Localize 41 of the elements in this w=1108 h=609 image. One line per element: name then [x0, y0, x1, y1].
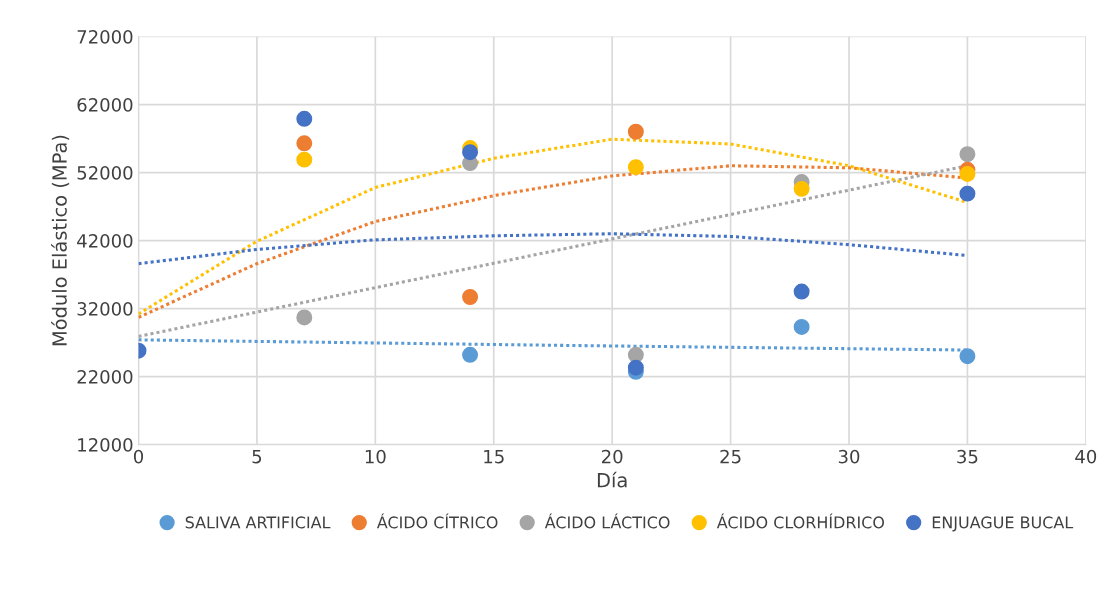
y-tick-label: 32000 [77, 302, 133, 316]
point [627, 346, 644, 363]
x-tick-label: 35 [957, 449, 978, 464]
point [296, 309, 313, 326]
point [959, 348, 976, 365]
point [296, 135, 313, 152]
point [462, 346, 479, 363]
y-tick-label: 42000 [77, 234, 133, 248]
x-axis-title: Día [597, 471, 627, 488]
point [793, 283, 810, 300]
point [296, 151, 313, 168]
x-tick-label: 0 [133, 449, 144, 464]
point [462, 289, 479, 305]
y-tick-label: 12000 [78, 438, 133, 452]
point [959, 165, 976, 182]
y-tick-label: 52000 [77, 166, 133, 180]
y-tick-label: 62000 [77, 98, 133, 112]
y-axis-title: Módulo Elástico (MPa) [51, 135, 70, 346]
point [627, 159, 644, 176]
point [793, 318, 810, 335]
point [959, 146, 976, 163]
point [296, 110, 313, 127]
x-tick-label: 10 [365, 449, 386, 464]
x-tick-label: 20 [602, 449, 623, 464]
legend-label: ÁCIDO CÍTRICO [376, 513, 498, 529]
x-tick-label: 30 [838, 449, 860, 464]
legend-label: SALIVA ARTIFICIAL [185, 516, 331, 529]
x-tick-label: 40 [1075, 449, 1097, 464]
point [462, 144, 479, 161]
point [793, 180, 810, 197]
point [627, 359, 644, 376]
legend-label: ENJUAGUE BUCAL [932, 516, 1074, 532]
point [627, 123, 644, 140]
point [959, 185, 976, 202]
x-tick-label: 15 [484, 449, 504, 464]
legend-label: ÁCIDO CLORHÍDRICO [716, 513, 885, 529]
legend-label: ÁCIDO LÁCTICO [544, 513, 670, 529]
x-tick-label: 5 [252, 449, 262, 464]
y-tick-label: 22000 [77, 370, 133, 384]
x-tick-label: 25 [720, 449, 741, 464]
y-tick-label: 72000 [77, 30, 133, 44]
